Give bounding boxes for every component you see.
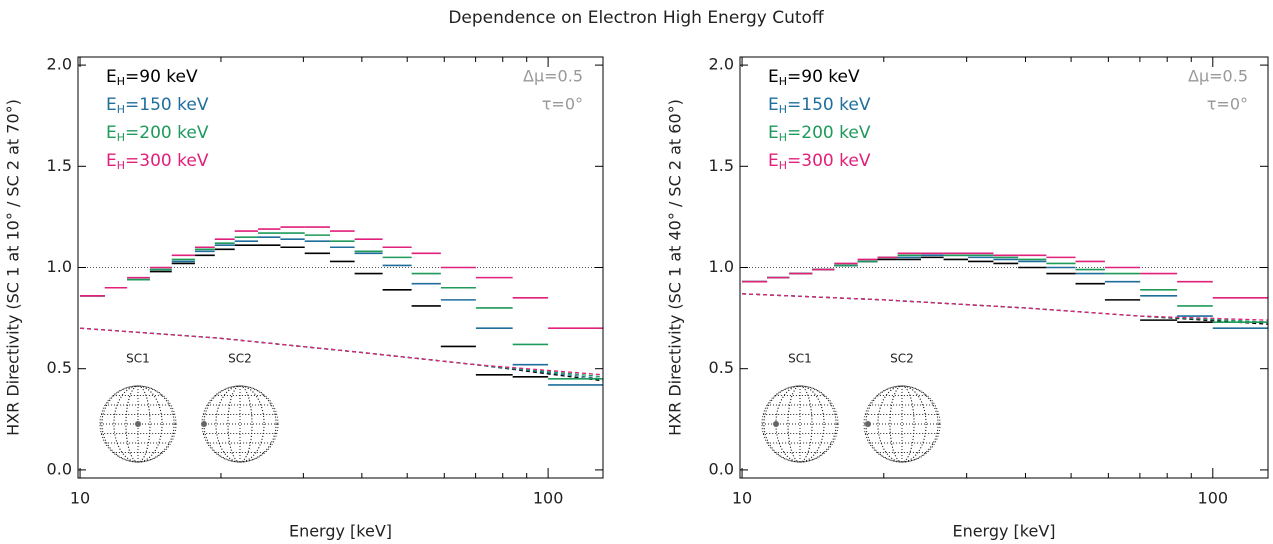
annotation: SC2 xyxy=(890,352,914,366)
legend-subscript: H xyxy=(779,103,787,116)
y-tick-label: 1.0 xyxy=(709,257,734,276)
model-line xyxy=(79,327,603,378)
globe-meridian xyxy=(787,385,813,463)
y-axis-label: HXR Directivity (SC 1 at 10° / SC 2 at 7… xyxy=(4,99,23,436)
x-tick-label: 10 xyxy=(732,489,752,508)
legend-base: E xyxy=(106,67,117,87)
legend-entry: EH=200 keV xyxy=(768,123,871,144)
y-tick-label: 0.0 xyxy=(47,459,72,478)
model-line xyxy=(742,293,1268,323)
spacecraft-position xyxy=(201,421,207,427)
y-tick-label: 2.0 xyxy=(47,55,72,74)
legend-subscript: H xyxy=(117,75,125,88)
legend-base: E xyxy=(768,151,779,171)
panel: 0.0 0.5 1.0 1.5 2.0 10 100 Energy [keV] HXR Dire… xyxy=(666,55,1269,541)
legend-subscript: H xyxy=(779,75,787,88)
legend-entry: EH=200 keV xyxy=(106,123,209,144)
globe-outline xyxy=(863,385,941,463)
figure-title: Dependence on Electron High Energy Cutof… xyxy=(448,8,825,28)
legend-label: =200 keV xyxy=(787,123,871,143)
x-tick-label: 10 xyxy=(70,489,90,508)
y-tick-label: 0.5 xyxy=(47,358,72,377)
globe-meridian xyxy=(865,385,939,463)
globe-meridian xyxy=(889,385,915,463)
model-line xyxy=(79,327,603,380)
y-tick-label: 1.0 xyxy=(47,257,72,276)
spacecraft-position xyxy=(773,421,779,427)
legend-label: =90 keV xyxy=(125,67,198,87)
annotation: τ=0° xyxy=(542,95,583,114)
x-axis-label: Energy [keV] xyxy=(952,522,1055,541)
model-line xyxy=(79,327,603,376)
globe-meridian xyxy=(763,385,837,463)
legend-subscript: H xyxy=(779,159,787,172)
y-tick-label: 0.0 xyxy=(709,459,734,478)
legend-entry: EH=300 keV xyxy=(768,151,871,172)
legend-base: E xyxy=(768,123,779,143)
y-tick-label: 1.5 xyxy=(47,156,72,175)
y-tick-label: 1.5 xyxy=(709,156,734,175)
legend-base: E xyxy=(768,67,779,87)
legend-label: =150 keV xyxy=(787,95,871,115)
legend-subscript: H xyxy=(117,159,125,172)
legend-entry: EH=90 keV xyxy=(768,67,860,88)
legend-label: =90 keV xyxy=(787,67,860,87)
legend-subscript: H xyxy=(117,131,125,144)
legend-base: E xyxy=(106,151,117,171)
model-line xyxy=(742,293,1268,323)
globe-meridian xyxy=(889,385,915,463)
globe-meridian xyxy=(203,385,277,463)
legend-label: =150 keV xyxy=(125,95,209,115)
globe-meridian xyxy=(787,385,813,463)
globe-outline xyxy=(201,385,279,463)
legend-base: E xyxy=(768,95,779,115)
annotation: τ=0° xyxy=(1207,95,1248,114)
annotation: Δμ=0.5 xyxy=(1188,67,1248,86)
y-tick-label: 0.5 xyxy=(709,358,734,377)
legend-subscript: H xyxy=(779,131,787,144)
model-line xyxy=(742,293,1268,325)
legend-label: =200 keV xyxy=(125,123,209,143)
x-axis-label: Energy [keV] xyxy=(289,522,392,541)
legend-entry: EH=150 keV xyxy=(106,95,209,116)
plot-area xyxy=(78,226,603,386)
legend-subscript: H xyxy=(117,103,125,116)
annotation: SC1 xyxy=(788,352,812,366)
plot-area xyxy=(740,252,1268,330)
globe-meridian xyxy=(227,385,253,463)
legend-base: E xyxy=(106,95,117,115)
panel: 0.0 0.5 1.0 1.5 2.0 10 100 Energy [keV] HXR Dire… xyxy=(4,55,604,541)
model-line xyxy=(742,293,1268,321)
x-tick-label: 100 xyxy=(1198,489,1229,508)
globe-meridian xyxy=(227,385,253,463)
globe-meridian xyxy=(125,385,151,463)
legend-entry: EH=90 keV xyxy=(106,67,198,88)
legend-entry: EH=300 keV xyxy=(106,151,209,172)
spacecraft-position xyxy=(865,421,871,427)
y-tick-label: 2.0 xyxy=(709,55,734,74)
model-line xyxy=(79,327,603,382)
y-axis-label: HXR Directivity (SC 1 at 40° / SC 2 at 6… xyxy=(666,99,685,436)
annotation: SC1 xyxy=(126,352,150,366)
annotation: SC2 xyxy=(228,352,252,366)
globe-meridian xyxy=(101,385,175,463)
spacecraft-position xyxy=(135,421,141,427)
x-tick-label: 100 xyxy=(533,489,564,508)
legend-entry: EH=150 keV xyxy=(768,95,871,116)
annotation: Δμ=0.5 xyxy=(523,67,583,86)
legend-base: E xyxy=(106,123,117,143)
legend-label: =300 keV xyxy=(125,151,209,171)
legend-label: =300 keV xyxy=(787,151,871,171)
